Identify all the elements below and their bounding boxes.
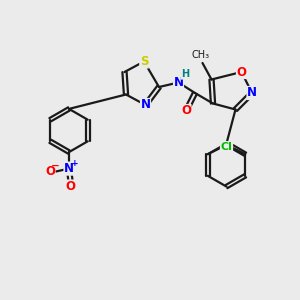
Text: N: N [247,86,257,100]
Text: N: N [140,98,151,112]
Text: O: O [45,165,55,178]
Text: O: O [65,180,76,193]
Text: Cl: Cl [221,142,232,152]
Text: −: − [51,161,60,171]
Text: H: H [181,69,189,79]
Text: N: N [173,76,184,89]
Text: O: O [181,104,191,118]
Text: Cl: Cl [220,142,232,152]
Text: S: S [140,55,148,68]
Text: N: N [64,162,74,175]
Text: +: + [70,159,78,168]
Text: O: O [236,65,247,79]
Text: CH₃: CH₃ [192,50,210,60]
